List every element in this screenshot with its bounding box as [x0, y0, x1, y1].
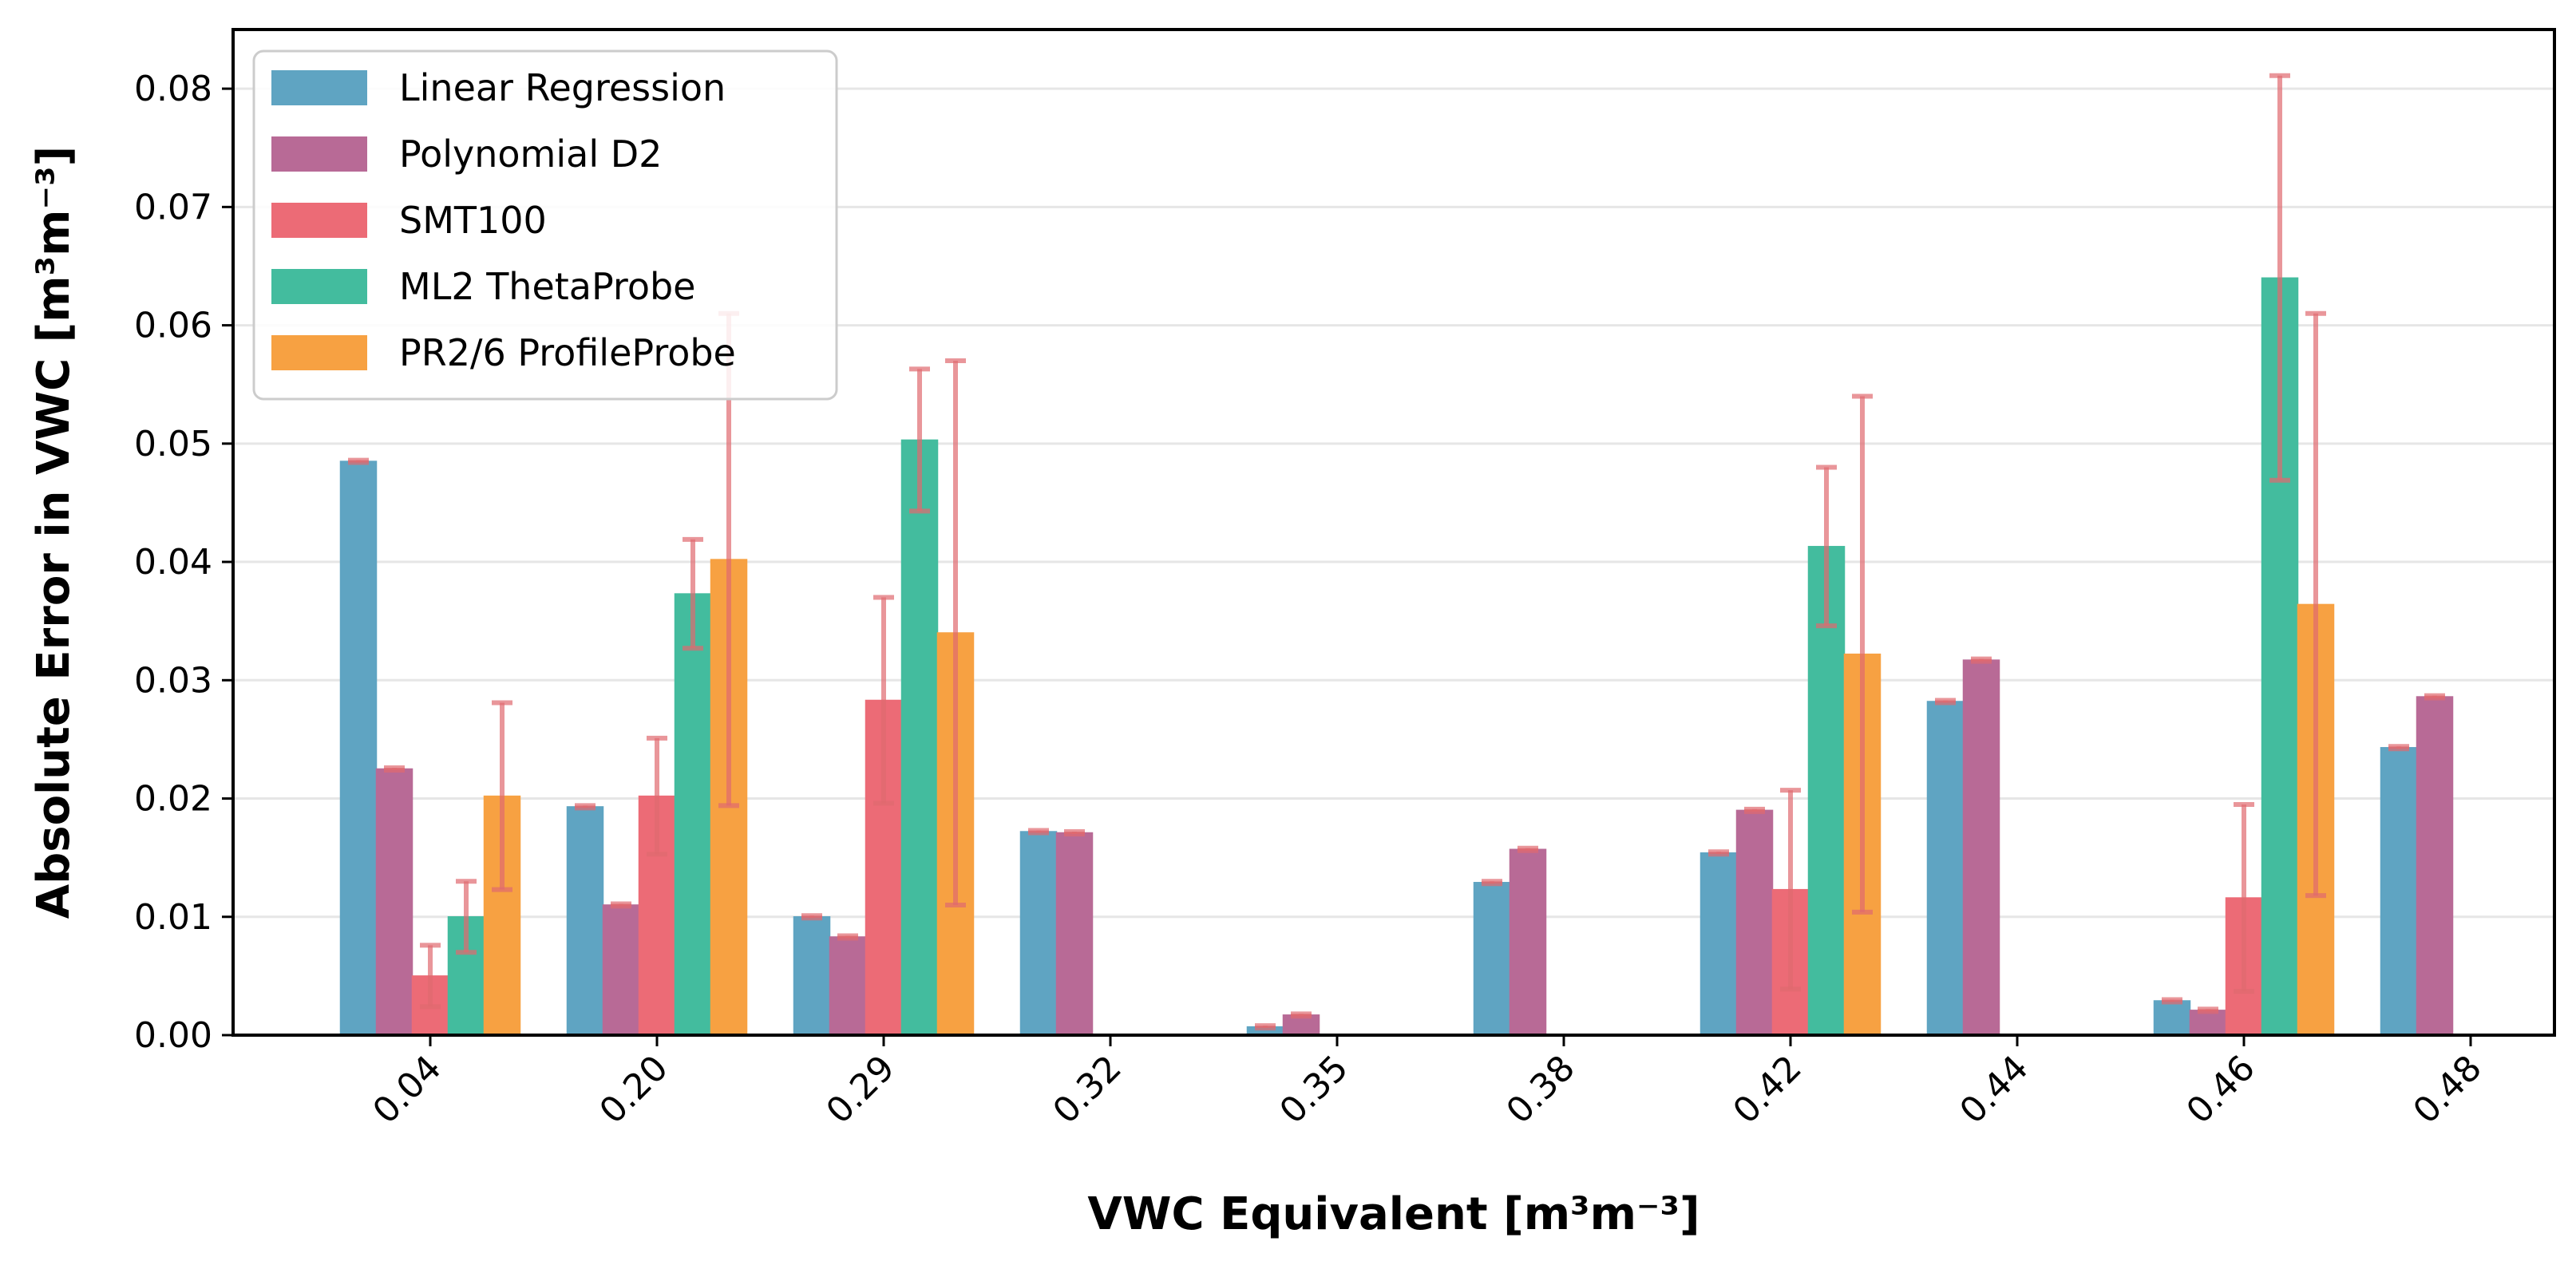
- y-tick-label: 0.01: [134, 897, 212, 938]
- y-tick-label: 0.03: [134, 660, 212, 701]
- bar: [339, 461, 378, 1036]
- bar: [2153, 1000, 2191, 1036]
- bar: [1700, 852, 1738, 1036]
- bar: [602, 904, 640, 1036]
- legend-swatch: [271, 269, 367, 304]
- legend-label: Linear Regression: [399, 66, 726, 109]
- x-axis-title: VWC Equivalent [m³m⁻³]: [1087, 1188, 1700, 1240]
- y-tick-label: 0.04: [134, 542, 212, 583]
- y-tick-label: 0.00: [134, 1015, 212, 1056]
- legend: Linear Regression Polynomial D2 SMT100 ML2 …: [252, 49, 838, 401]
- legend-swatch: [271, 203, 367, 238]
- bar: [2416, 696, 2454, 1036]
- y-axis-ticks: 0.00 0.01 0.02 0.03 0.04 0.05 0.06 0.07 0.08: [134, 69, 233, 1056]
- bar: [1509, 848, 1547, 1036]
- legend-label: Polynomial D2: [399, 132, 662, 176]
- bar: [1473, 882, 1511, 1036]
- bar: [1055, 832, 1094, 1036]
- bar: [1019, 831, 1058, 1036]
- legend-label: ML2 ThetaProbe: [399, 265, 695, 308]
- y-tick-label: 0.07: [134, 187, 212, 227]
- y-tick-label: 0.08: [134, 69, 212, 109]
- bar: [829, 936, 867, 1036]
- y-tick-label: 0.02: [134, 779, 212, 820]
- y-tick-label: 0.06: [134, 306, 212, 346]
- legend-label: SMT100: [399, 199, 547, 242]
- legend-swatch: [271, 335, 367, 370]
- legend-label: PR2/6 ProfileProbe: [399, 331, 736, 374]
- bar: [1735, 809, 1774, 1036]
- plot-frame: [231, 28, 2556, 1037]
- bar: [2189, 1010, 2227, 1036]
- legend-swatch: [271, 136, 367, 172]
- legend-swatch: [271, 70, 367, 105]
- bar: [793, 916, 831, 1036]
- bar: [674, 593, 712, 1036]
- bar: [375, 768, 414, 1036]
- bar: [1926, 701, 1965, 1036]
- y-axis-title: Absolute Error in VWC [m³m⁻³]: [28, 146, 80, 919]
- legend-box: [252, 49, 838, 401]
- bar: [2380, 747, 2418, 1036]
- bar: [566, 806, 604, 1036]
- y-tick-label: 0.05: [134, 424, 212, 464]
- error-bars: [348, 73, 2445, 1031]
- bar: [1962, 659, 2000, 1036]
- bar: [900, 439, 939, 1036]
